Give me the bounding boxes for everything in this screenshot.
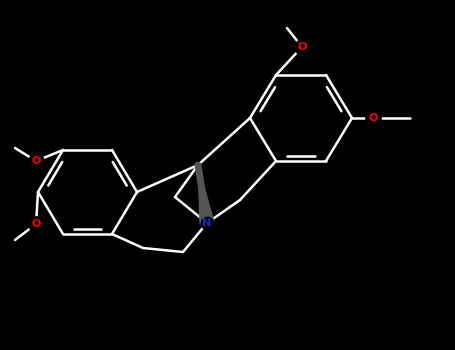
Text: O: O <box>31 156 40 166</box>
Text: N: N <box>202 218 212 228</box>
Text: O: O <box>297 42 307 52</box>
Text: O: O <box>31 219 40 229</box>
Polygon shape <box>198 165 214 224</box>
Text: O: O <box>368 113 378 123</box>
